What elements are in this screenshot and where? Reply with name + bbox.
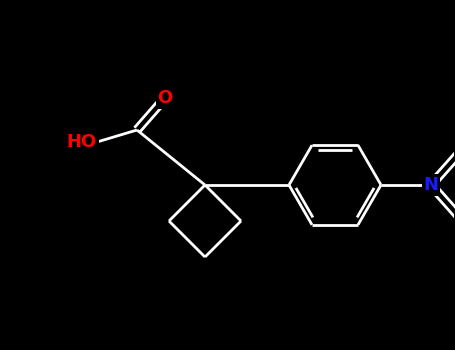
Text: O: O <box>157 89 172 107</box>
Text: HO: HO <box>67 133 97 151</box>
Text: N: N <box>424 176 439 194</box>
